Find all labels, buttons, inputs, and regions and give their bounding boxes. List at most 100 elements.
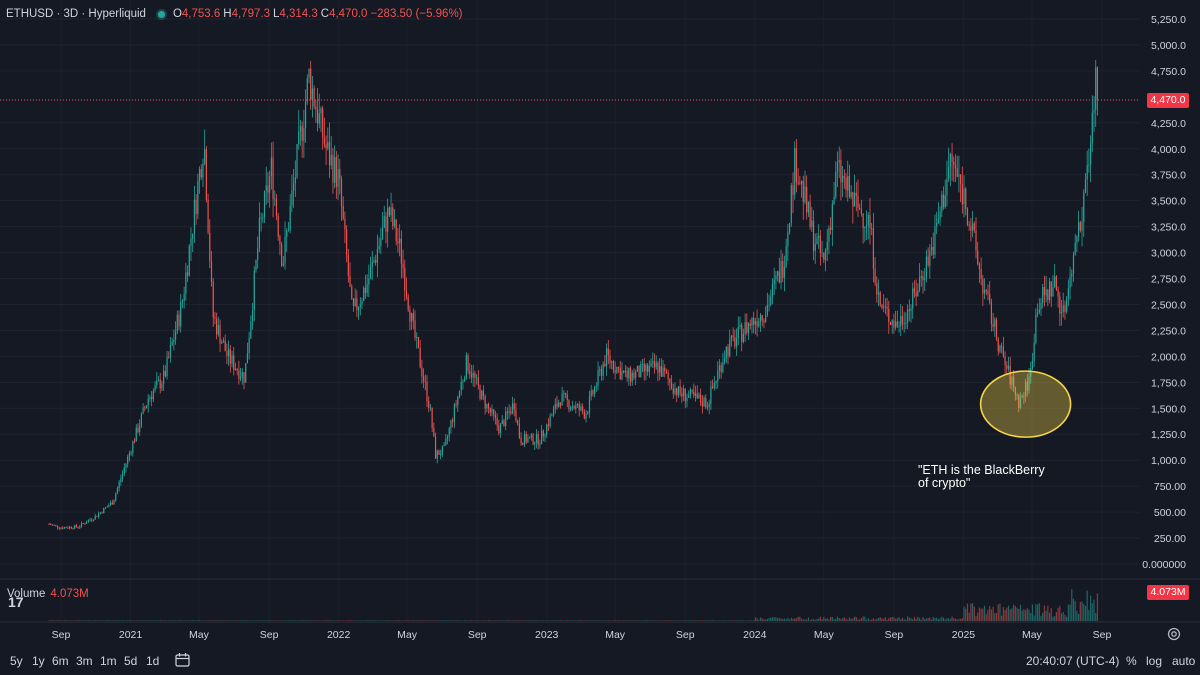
volume-bar xyxy=(826,618,828,621)
volume-bar xyxy=(956,619,958,621)
timeframe-1m[interactable]: 1m xyxy=(100,654,117,668)
candle-body xyxy=(670,382,673,389)
auto-toggle[interactable]: auto xyxy=(1172,654,1196,668)
log-toggle[interactable]: log xyxy=(1146,654,1163,668)
volume-bar xyxy=(652,620,654,621)
chart-annotation-text[interactable]: "ETH is the BlackBerry of crypto" xyxy=(918,464,1078,490)
candle-body xyxy=(705,397,707,408)
volume-bar xyxy=(782,619,784,621)
volume-bar xyxy=(891,617,893,621)
volume-bar xyxy=(87,620,89,621)
candle-body xyxy=(871,228,873,230)
candle-body xyxy=(566,394,568,400)
volume-bar xyxy=(765,619,767,621)
volume-bar xyxy=(758,619,760,621)
candle-body xyxy=(166,357,168,377)
candle-body xyxy=(87,520,89,523)
volume-bar xyxy=(269,620,271,621)
volume-bar xyxy=(291,620,293,621)
volume-bar xyxy=(700,620,702,621)
candle-body xyxy=(546,424,548,435)
date-range-icon[interactable] xyxy=(174,652,192,668)
candle-body xyxy=(1054,276,1056,287)
volume-bar xyxy=(843,617,845,621)
candle-body xyxy=(645,364,647,372)
candle-body xyxy=(173,339,175,343)
volume-bar xyxy=(741,620,743,621)
price-change: −283.50 (−5.96%) xyxy=(370,8,463,20)
candle-body xyxy=(1030,368,1032,377)
candle-body xyxy=(691,389,693,392)
volume-bar xyxy=(1050,608,1052,621)
candle-body xyxy=(472,372,474,378)
volume-bar xyxy=(732,620,734,621)
candle-body xyxy=(508,411,510,414)
candle-body xyxy=(564,392,567,395)
volume-legend[interactable]: Volume 4.073M xyxy=(7,588,89,600)
symbol-title[interactable]: ETHUSD · 3D · Hyperliquid xyxy=(6,8,146,20)
volume-bar xyxy=(387,620,389,621)
candle-body xyxy=(889,321,892,325)
candle-body xyxy=(814,244,816,251)
volume-value: 4.073M xyxy=(50,588,89,600)
volume-bar xyxy=(977,612,979,621)
volume-bar xyxy=(1033,615,1035,621)
candle-body xyxy=(840,159,842,183)
highlight-ellipse xyxy=(979,370,1072,438)
volume-bar xyxy=(684,620,686,621)
candle-body xyxy=(643,363,645,372)
timeframe-1d[interactable]: 1d xyxy=(146,654,160,668)
timeframe-3m[interactable]: 3m xyxy=(76,654,93,668)
candle-body xyxy=(800,181,803,185)
volume-bar xyxy=(115,620,117,621)
candle-body xyxy=(777,271,779,276)
volume-bar xyxy=(284,620,286,621)
timeframe-5d[interactable]: 5d xyxy=(124,654,138,668)
candle-body xyxy=(366,284,368,293)
percent-toggle[interactable]: % xyxy=(1126,654,1137,668)
candle-body xyxy=(499,424,502,434)
candle-body xyxy=(537,433,539,445)
volume-bar xyxy=(999,603,1001,621)
price-tick-label: 3,250.0 xyxy=(1151,222,1186,234)
settings-gear-icon[interactable] xyxy=(1166,626,1182,642)
volume-bar xyxy=(1038,603,1040,621)
volume-bar xyxy=(838,618,840,621)
clock-timezone[interactable]: 20:40:07 (UTC-4) xyxy=(1026,654,1120,668)
volume-bar xyxy=(400,620,402,621)
volume-bar xyxy=(68,620,71,621)
timeframe-6m[interactable]: 6m xyxy=(52,654,69,668)
volume-bar xyxy=(592,620,594,621)
price-tick-label: 0.000000 xyxy=(1142,559,1186,571)
volume-bar xyxy=(792,618,794,621)
candle-body xyxy=(1055,276,1057,290)
volume-bar xyxy=(842,618,844,621)
volume-bar xyxy=(139,620,141,621)
candle-body xyxy=(342,205,344,219)
volume-bar xyxy=(575,620,577,621)
candle-body xyxy=(806,186,808,213)
volume-bar xyxy=(777,618,779,621)
timeframe-1y[interactable]: 1y xyxy=(32,654,45,668)
candle-body xyxy=(1045,289,1047,296)
volume-bar xyxy=(626,620,628,621)
candle-body xyxy=(862,213,864,229)
candle-body xyxy=(689,389,691,396)
volume-bar xyxy=(204,620,206,621)
candle-body xyxy=(633,372,635,378)
volume-bar xyxy=(845,618,847,621)
timeframe-5y[interactable]: 5y xyxy=(10,654,23,668)
candle-body xyxy=(563,392,565,394)
volume-bar xyxy=(1009,609,1011,621)
volume-bar xyxy=(539,620,541,621)
volume-bar xyxy=(313,620,315,621)
candle-body xyxy=(790,185,792,223)
volume-bar xyxy=(729,620,731,621)
candle-body xyxy=(602,363,604,376)
volume-bar xyxy=(289,620,291,621)
volume-bar xyxy=(253,620,255,621)
volume-bar xyxy=(467,620,469,621)
volume-bar xyxy=(662,620,664,621)
volume-bar xyxy=(477,620,479,621)
